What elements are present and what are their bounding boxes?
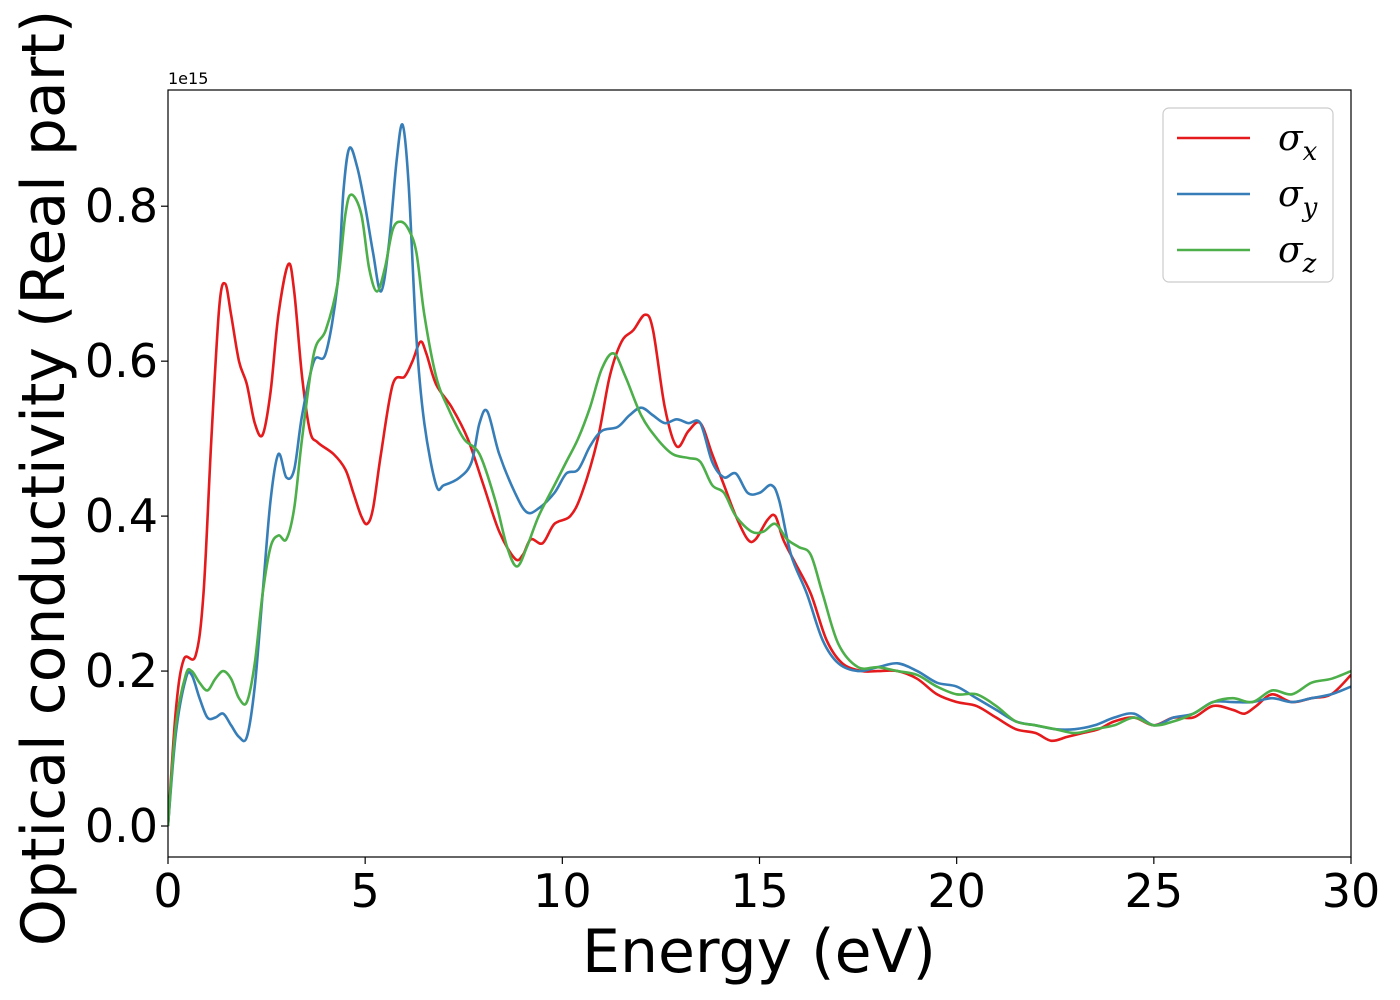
- x-tick-label: 25: [1125, 864, 1184, 918]
- legend-entry-z: σz: [1278, 230, 1317, 279]
- y-axis-title: Optical conductivity (Real part): [9, 10, 79, 947]
- legend-entry-y: σy: [1278, 174, 1318, 223]
- series-layer: [168, 123, 1351, 827]
- y-tick-label: 0.6: [85, 334, 158, 388]
- plot-background: [168, 90, 1351, 857]
- x-axis-title: Energy (eV): [582, 917, 936, 987]
- y-tick-label: 0.2: [85, 644, 158, 698]
- legend-subscript: y: [1302, 193, 1318, 223]
- legend-entry-x: σx: [1278, 118, 1318, 167]
- series-line-z: [168, 193, 1351, 827]
- legend-subscript: x: [1303, 137, 1318, 167]
- x-tick-label: 20: [927, 864, 986, 918]
- x-axis-ticks: 0 5 10 15 20 25 30: [153, 857, 1380, 918]
- y-tick-label: 0.4: [85, 489, 158, 543]
- legend-subscript: z: [1302, 249, 1317, 279]
- legend-symbol: σ: [1278, 174, 1304, 215]
- x-tick-label: 30: [1322, 864, 1381, 918]
- y-axis-ticks: 0.0 0.2 0.4 0.6 0.8: [85, 179, 168, 853]
- x-tick-label: 5: [351, 864, 380, 918]
- x-tick-label: 0: [153, 864, 182, 918]
- x-tick-label: 10: [533, 864, 592, 918]
- y-offset-label: 1e15: [168, 69, 208, 88]
- x-tick-label: 15: [730, 864, 789, 918]
- legend-symbol: σ: [1278, 230, 1304, 271]
- legend-symbol: σ: [1278, 118, 1304, 159]
- series-line-x: [168, 262, 1351, 827]
- y-tick-label: 0.0: [85, 799, 158, 853]
- y-tick-label: 0.8: [85, 179, 158, 233]
